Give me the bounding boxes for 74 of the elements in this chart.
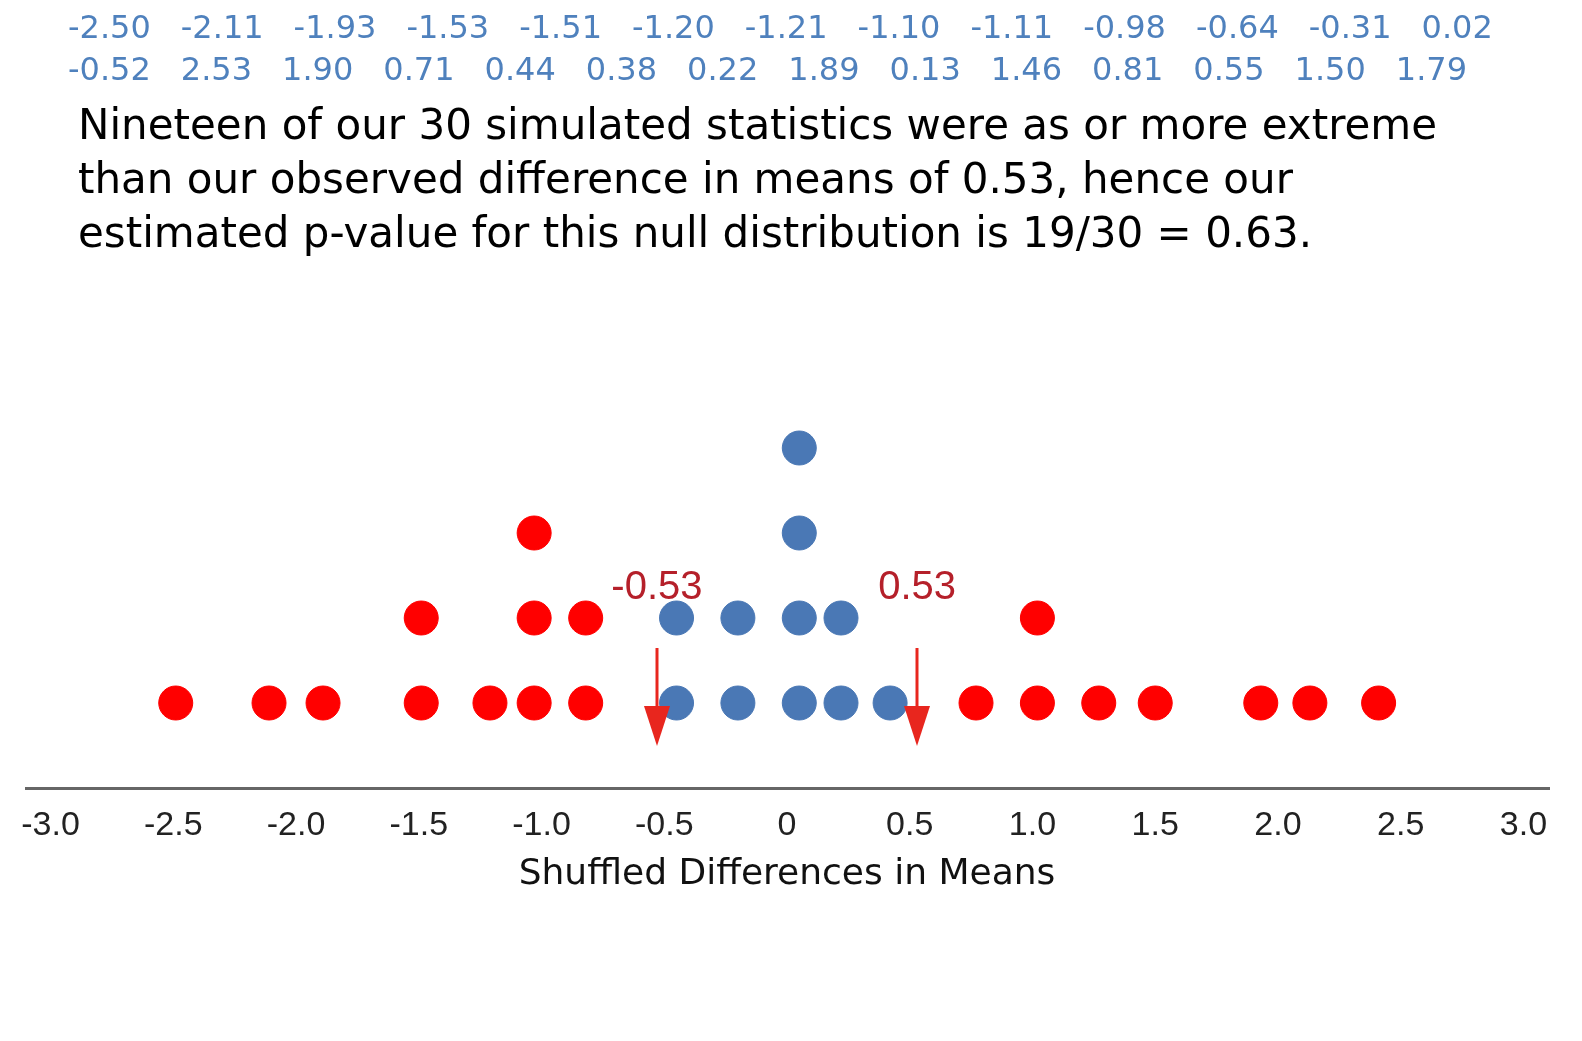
ref-line-label: -0.53 <box>611 563 703 608</box>
text: -0.98 <box>1083 8 1166 46</box>
text: 0.81 <box>1092 50 1164 88</box>
text: -1.20 <box>631 8 715 46</box>
x-tick-label: 2.0 <box>1254 803 1302 842</box>
text: 1.46 <box>990 50 1063 88</box>
point <box>1243 685 1279 721</box>
ref-line-label: 0.53 <box>878 563 957 608</box>
text: -0.52 <box>68 50 151 88</box>
point <box>872 685 908 721</box>
text: 1.50 <box>1294 50 1366 88</box>
text: 1.90 <box>282 50 354 88</box>
x-tick-label: 1.5 <box>1131 803 1179 842</box>
x-tick-label: -1.0 <box>512 803 571 842</box>
text: -2.50 <box>68 8 151 46</box>
x-tick-label: -2.5 <box>143 803 203 842</box>
point <box>568 600 604 636</box>
text: -0.64 <box>1195 8 1279 46</box>
point <box>1081 685 1117 721</box>
text: -2.11 <box>180 8 264 46</box>
point <box>568 685 604 721</box>
point <box>1292 685 1328 721</box>
x-tick-label: -3.0 <box>21 803 80 842</box>
text: -1.21 <box>744 8 828 46</box>
text: 2.53 <box>180 50 253 88</box>
x-tick-label: -0.5 <box>634 803 694 842</box>
point <box>516 515 552 551</box>
point <box>158 685 194 721</box>
text: -0.31 <box>1308 8 1392 46</box>
point <box>305 685 341 721</box>
point <box>823 600 859 636</box>
point <box>1137 685 1173 721</box>
text: 0.55 <box>1193 50 1265 88</box>
point <box>659 600 695 636</box>
point <box>823 685 859 721</box>
point <box>472 685 508 721</box>
point <box>516 600 552 636</box>
point <box>659 685 695 721</box>
point <box>720 685 756 721</box>
text: 1.79 <box>1395 50 1468 88</box>
point <box>781 515 817 551</box>
text: -1.10 <box>857 8 941 46</box>
text: 0.44 <box>484 50 556 88</box>
text: 0.13 <box>889 50 961 88</box>
point <box>1361 685 1397 721</box>
x-tick-label: 0 <box>777 803 797 842</box>
text: 0.22 <box>687 50 759 88</box>
point <box>958 685 994 721</box>
text: 0.71 <box>383 50 455 88</box>
x-tick-label: 1.0 <box>1008 803 1057 842</box>
x-tick-label: -2.0 <box>266 803 326 842</box>
text: -1.53 <box>406 8 490 46</box>
chart-title: Nineteen of our 30 simulated statistics were as or more extreme than our observed difference in means of 0.53, hence our estimated p-value for this null distribution is 19/30 = 0.63. <box>77 99 1439 259</box>
text: -1.51 <box>519 8 602 46</box>
x-tick-label: 0.5 <box>886 803 934 842</box>
point <box>781 600 817 636</box>
x-tick-label: -1.5 <box>389 803 449 842</box>
point <box>781 430 817 466</box>
point <box>1019 600 1055 636</box>
text: -1.11 <box>970 8 1054 46</box>
point <box>781 685 817 721</box>
text: 1.89 <box>788 50 860 88</box>
text: -1.93 <box>293 8 377 46</box>
x-tick-label: 3.0 <box>1499 803 1548 842</box>
point <box>516 685 552 721</box>
text: 0.38 <box>585 50 658 88</box>
point <box>1019 685 1055 721</box>
point <box>251 685 287 721</box>
text: 0.02 <box>1421 8 1493 46</box>
x-tick-label: 2.5 <box>1377 803 1425 842</box>
point <box>403 685 439 721</box>
point <box>720 600 756 636</box>
point <box>403 600 439 636</box>
x-axis-title: Shuffled Differences in Means <box>518 850 1056 892</box>
